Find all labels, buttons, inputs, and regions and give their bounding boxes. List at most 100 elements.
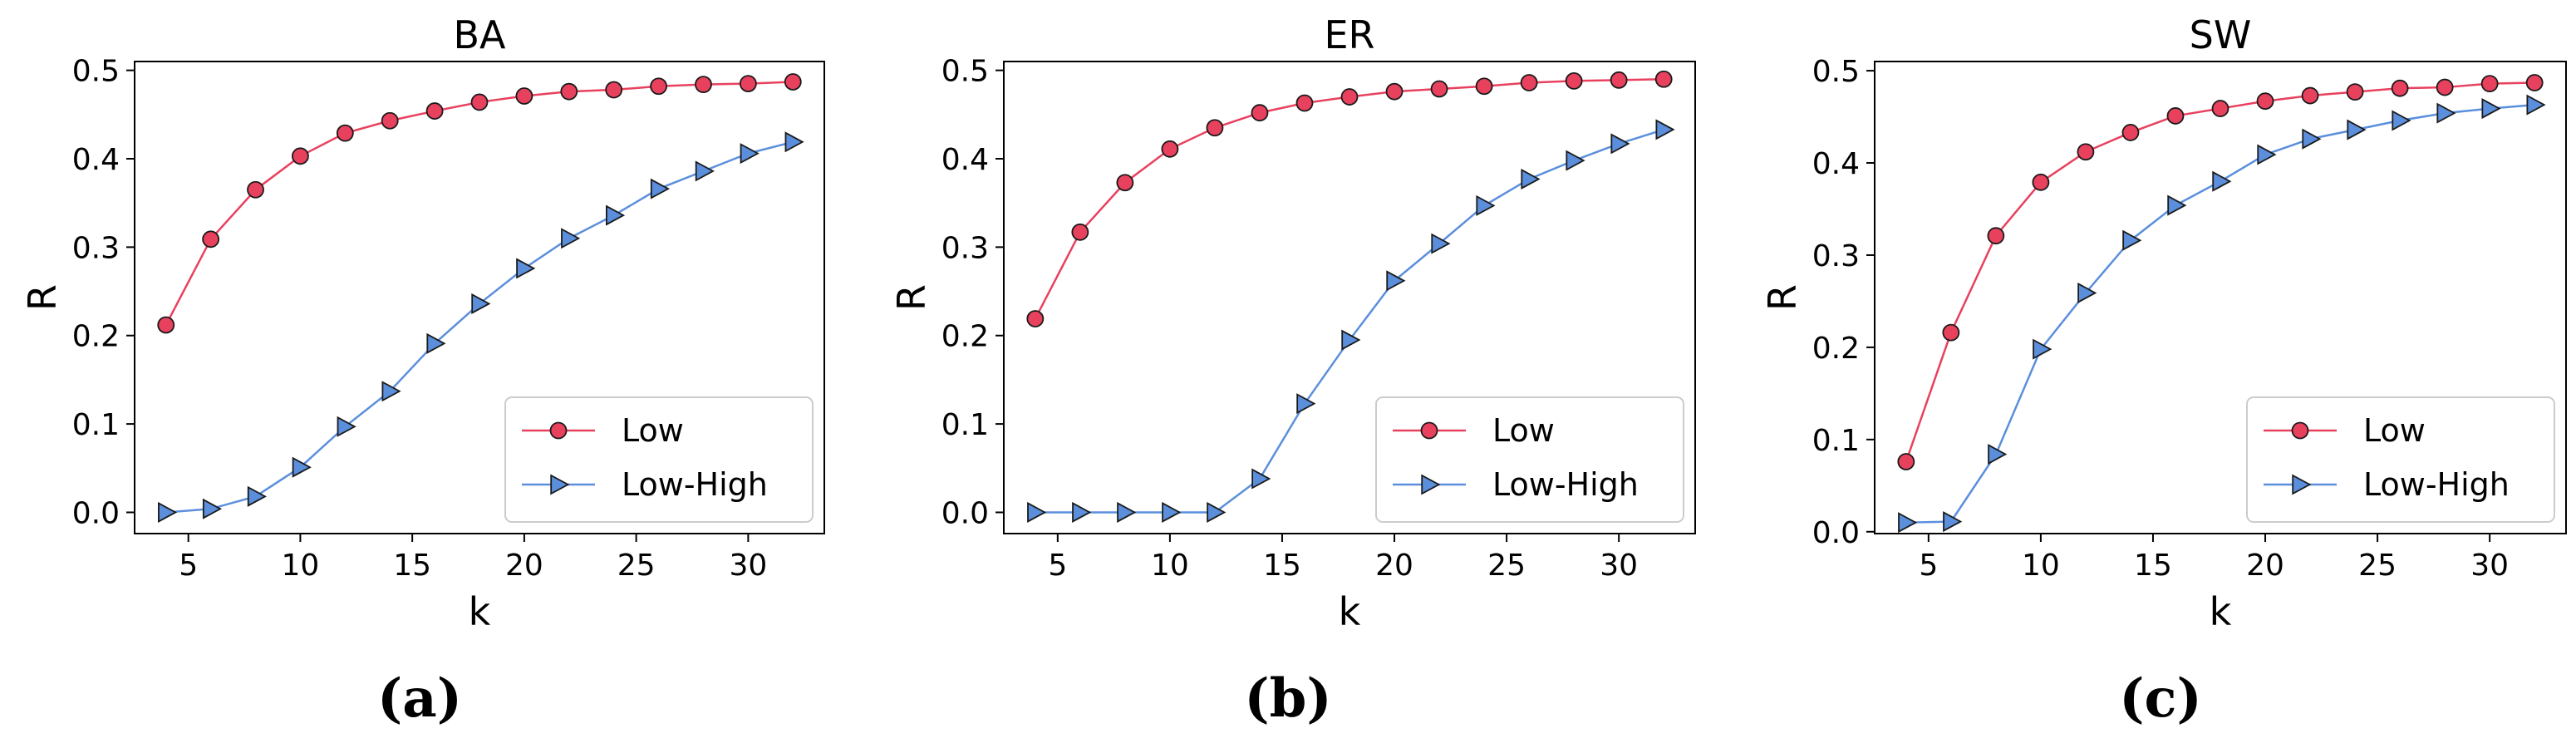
legend-label: Low (2363, 412, 2426, 449)
x-axis-label: k (469, 589, 491, 634)
legend: Low Low-High (1375, 396, 1684, 523)
data-point (1655, 119, 1675, 140)
legend-label: Low (622, 412, 684, 449)
data-point (2525, 74, 2544, 91)
series-line (1034, 78, 1664, 320)
data-point (2256, 92, 2274, 111)
data-point (1072, 501, 1092, 523)
data-point (1987, 227, 2005, 245)
data-point (202, 498, 223, 519)
data-point (1654, 70, 1673, 88)
plot-frame (134, 61, 825, 534)
legend: Low Low-High (504, 396, 814, 523)
y-tick-label: 0.2 (1812, 332, 1860, 366)
data-point (158, 501, 178, 523)
y-tick-label: 0.4 (72, 143, 120, 177)
legend-marker (2292, 474, 2312, 495)
data-point (650, 178, 671, 199)
x-tick-label: 5 (179, 549, 198, 583)
data-point (425, 102, 444, 120)
legend-marker (1421, 474, 1441, 495)
data-point (516, 258, 536, 279)
y-tick-label: 0.3 (72, 231, 120, 265)
data-point (1386, 270, 1406, 292)
data-point (470, 93, 489, 111)
x-tick-label: 25 (1487, 549, 1526, 583)
data-point (2167, 194, 2187, 216)
data-point (1295, 94, 1314, 112)
data-point (2166, 107, 2185, 125)
panel-title: ER (1324, 12, 1374, 57)
x-tick-label: 10 (282, 549, 320, 583)
data-point (1898, 512, 1918, 534)
data-point (2302, 128, 2322, 150)
data-point (381, 111, 399, 130)
x-tick-label: 5 (1048, 549, 1067, 583)
x-tick-label: 20 (505, 549, 543, 583)
data-point (202, 230, 220, 249)
panel-caption: (a) (377, 667, 462, 730)
data-point (1340, 88, 1359, 106)
legend-marker (549, 421, 568, 440)
x-tick-label: 30 (2470, 549, 2509, 583)
y-tick-label: 0.0 (941, 496, 989, 530)
data-point (2212, 170, 2232, 192)
data-point (1206, 119, 1224, 137)
y-tick-label: 0.4 (1812, 147, 1860, 181)
series-low (157, 73, 802, 334)
data-point (1942, 323, 1960, 342)
y-tick-label: 0.4 (941, 143, 989, 177)
y-axis-label: R (1760, 284, 1805, 311)
data-point (1117, 501, 1137, 523)
legend-label: Low (1492, 412, 1555, 449)
x-axis-label: k (1339, 589, 1361, 634)
data-point (336, 124, 354, 142)
y-tick-label: 0.2 (941, 320, 989, 354)
data-point (1161, 140, 1179, 158)
data-point (2526, 94, 2546, 116)
data-point (740, 143, 760, 165)
data-point (1943, 511, 1963, 533)
x-tick-label: 10 (1151, 549, 1189, 583)
series-low-high (1898, 94, 2546, 534)
data-point (1027, 501, 1047, 523)
data-point (1475, 77, 1493, 96)
data-point (1296, 393, 1316, 415)
y-tick-label: 0.1 (941, 408, 989, 442)
x-tick-label: 30 (1600, 549, 1638, 583)
data-point (2347, 119, 2367, 140)
data-point (515, 87, 533, 105)
x-tick-label: 5 (1919, 549, 1938, 583)
data-point (1207, 501, 1227, 523)
data-point (739, 75, 757, 92)
data-point (1476, 194, 1496, 216)
data-point (2436, 78, 2454, 96)
legend-marker (1420, 421, 1438, 440)
data-point (1566, 150, 1585, 171)
data-point (337, 416, 356, 437)
data-point (695, 160, 715, 182)
data-point (247, 485, 267, 507)
data-point (784, 73, 802, 91)
legend-label: Low-High (2363, 466, 2510, 503)
panel-caption: (c) (2119, 667, 2202, 730)
y-tick-label: 0.0 (72, 496, 120, 530)
x-tick-label: 15 (2134, 549, 2172, 583)
data-point (1026, 310, 1045, 327)
legend-box (2246, 396, 2555, 523)
y-tick-label: 0.5 (72, 55, 120, 89)
data-point (2121, 124, 2140, 141)
data-point (784, 131, 804, 153)
data-point (1431, 233, 1451, 254)
y-tick-label: 0.1 (1812, 424, 1860, 458)
data-point (2301, 86, 2319, 105)
y-axis-label: R (889, 284, 934, 311)
x-tick-label: 25 (2358, 549, 2397, 583)
plot-frame (1874, 61, 2567, 534)
data-point (2077, 143, 2095, 161)
legend-marker (550, 474, 570, 495)
data-point (2391, 79, 2409, 97)
data-point (2077, 282, 2097, 303)
data-point (2346, 83, 2364, 101)
